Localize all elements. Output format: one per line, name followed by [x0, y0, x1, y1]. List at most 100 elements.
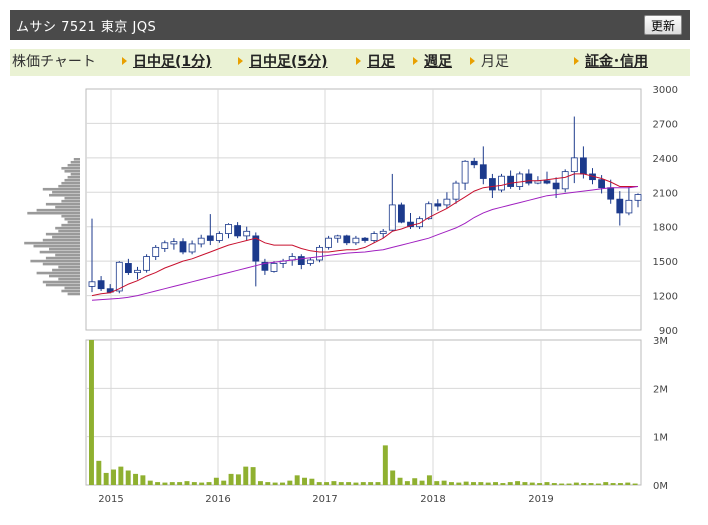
volume-bar [96, 460, 102, 485]
candle [243, 230, 251, 237]
volume-bar [397, 477, 403, 485]
volume-profile-bar [61, 223, 80, 227]
volume-bar [632, 483, 638, 485]
tab-stock-chart: 株価チャート [12, 49, 96, 76]
x-tick-label: 2019 [528, 494, 553, 505]
price-tick-label: 3000 [653, 85, 678, 96]
arrow-right-icon [238, 57, 243, 65]
volume-profile-bar [42, 262, 80, 266]
volume-profile-bar [49, 193, 80, 197]
arrow-right-icon [413, 57, 418, 65]
volume-profile-bar [45, 202, 80, 206]
volume-bar [353, 482, 359, 485]
volume-grid [86, 340, 641, 485]
volume-bar [162, 482, 168, 485]
volume-tick-label: 0M [653, 481, 668, 492]
volume-profile-bar [67, 175, 80, 179]
volume-profile-bar [42, 238, 80, 242]
candle [352, 237, 360, 244]
volume-bar [456, 482, 462, 485]
volume-profile-bar [27, 211, 80, 215]
tab-weekly[interactable]: 週足 [413, 49, 452, 76]
volume-bar [140, 475, 146, 485]
stock-title: ムサシ 7521 東京 JQS [16, 19, 157, 35]
tab-monthly: 月足 [470, 49, 509, 76]
volume-bar [434, 481, 440, 485]
chart-tabs: 株価チャート 日中足(1分) 日中足(5分) 日足 週足 月足 証金･信用 [10, 49, 690, 76]
tab-label: 週足 [424, 54, 452, 70]
price-panel-frame [85, 88, 642, 331]
volume-bar [471, 482, 476, 485]
volume-profile [24, 157, 80, 296]
volume-profile-bar [42, 187, 80, 191]
volume-bar [309, 478, 315, 485]
volume-bar [133, 473, 139, 485]
candle [343, 235, 351, 244]
candle [115, 261, 123, 292]
moving-average-short [91, 173, 638, 297]
volume-profile-bar [49, 247, 80, 251]
volume-bar [125, 470, 131, 485]
tab-daily[interactable]: 日足 [356, 49, 395, 76]
x-tick-label: 2015 [98, 494, 123, 505]
volume-profile-bar [61, 166, 80, 170]
x-tick-label: 2017 [312, 494, 337, 505]
candle [225, 224, 232, 235]
volume-bar [228, 473, 234, 485]
price-tick-label: 1200 [653, 292, 678, 303]
volume-bar [419, 480, 425, 485]
volume-bar [302, 477, 307, 485]
candle [270, 263, 278, 272]
candle [634, 194, 642, 201]
volume-profile-bar [67, 292, 80, 296]
volume-profile-bar [45, 232, 80, 236]
volume-bar [404, 481, 410, 485]
volume-bar [338, 482, 344, 485]
candle [179, 241, 187, 253]
volume-profile-bar [67, 163, 80, 167]
candle [388, 204, 396, 231]
volume-bar [573, 482, 579, 485]
volume-panel-frame [85, 339, 642, 486]
volume-profile-bar [33, 244, 80, 248]
volume-bar [184, 481, 190, 485]
candle [470, 160, 478, 166]
volume-bar [89, 340, 94, 485]
tab-intraday-1min[interactable]: 日中足(1分) [122, 49, 212, 76]
volume-bar [463, 481, 469, 485]
candle [234, 225, 242, 237]
volume-bars [89, 340, 638, 485]
volume-profile-bar [61, 181, 80, 185]
volume-profile-bar [52, 235, 80, 239]
candle [516, 173, 524, 187]
volume-bar [360, 482, 366, 485]
candle [252, 235, 260, 262]
candle [607, 187, 615, 200]
volume-profile-bar [52, 190, 80, 194]
candle [215, 233, 223, 241]
volume-bar [441, 480, 447, 485]
volume-bar [199, 482, 205, 485]
volume-bar [221, 480, 227, 485]
volume-bar [566, 483, 572, 485]
volume-y-ticks: 3M 2M 1M 0M [653, 336, 668, 492]
arrow-right-icon [574, 57, 579, 65]
volume-bar [581, 483, 587, 485]
volume-profile-bar [30, 259, 80, 263]
candle [598, 179, 605, 189]
x-tick-label: 2018 [420, 494, 445, 505]
volume-bar [346, 482, 352, 485]
refresh-button[interactable]: 更新 [643, 15, 682, 35]
volume-bar [500, 483, 506, 485]
volume-profile-bar [45, 283, 80, 287]
volume-profile-bar [73, 157, 80, 161]
candle [416, 218, 424, 228]
price-tick-label: 2700 [653, 119, 678, 130]
candle [297, 256, 305, 265]
candle [397, 204, 405, 223]
candle [134, 269, 141, 274]
tab-margin-credit[interactable]: 証金･信用 [574, 49, 648, 76]
volume-bar [169, 482, 175, 485]
tab-intraday-5min[interactable]: 日中足(5分) [238, 49, 328, 76]
volume-tick-label: 3M [653, 336, 668, 347]
